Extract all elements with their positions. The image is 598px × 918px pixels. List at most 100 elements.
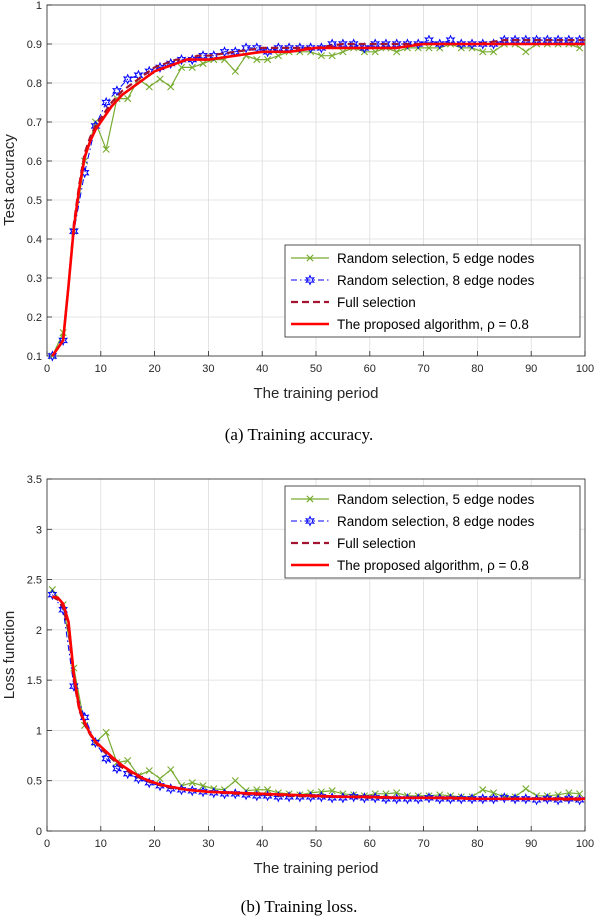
accuracy-data-point: [576, 44, 584, 52]
loss-data-point: [510, 793, 520, 805]
loss-data-point: [69, 680, 79, 692]
accuracy-x-tick-label: 100: [576, 363, 594, 375]
loss-data-point: [263, 786, 272, 794]
accuracy-y-tick-label: 1: [36, 0, 42, 12]
loss-data-point: [467, 793, 477, 805]
loss-data-point: [156, 775, 164, 783]
loss-data-point: [348, 791, 359, 803]
loss-x-tick-label: 30: [202, 838, 214, 850]
loss-data-point: [393, 789, 401, 797]
accuracy-x-tick-label: 40: [256, 363, 268, 375]
accuracy-legend-label: Random selection, 8 edge nodes: [337, 273, 535, 288]
loss-data-point: [58, 604, 69, 616]
accuracy-caption: (a) Training accuracy.: [225, 425, 374, 444]
loss-x-tick-label: 40: [256, 838, 268, 850]
loss-data-point: [542, 793, 553, 805]
loss-series: [47, 586, 585, 806]
loss-caption: (b) Training loss.: [241, 897, 358, 916]
loss-x-axis-label: The training period: [253, 860, 378, 877]
accuracy-data-point: [413, 38, 424, 50]
loss-series-line: [51, 595, 585, 801]
accuracy-y-tick-label: 0.3: [27, 273, 42, 285]
accuracy-series-3: [51, 42, 585, 357]
loss-data-point: [489, 789, 498, 797]
accuracy-data-point: [122, 73, 133, 85]
accuracy-data-point: [434, 38, 445, 50]
accuracy-data-point: [199, 59, 207, 68]
accuracy-data-point: [177, 63, 186, 71]
accuracy-x-tick-label: 50: [310, 363, 322, 375]
accuracy-data-point: [241, 42, 251, 54]
accuracy-data-point: [479, 48, 487, 56]
loss-data-point: [253, 786, 261, 794]
accuracy-y-axis-label: Test accuracy: [1, 134, 18, 226]
loss-data-point: [231, 777, 239, 785]
accuracy-data-point: [47, 350, 58, 362]
loss-data-point: [90, 736, 101, 749]
loss-y-tick-label: 1: [36, 725, 42, 737]
accuracy-y-tick-label: 0.8: [27, 78, 42, 90]
accuracy-data-point: [102, 145, 110, 153]
loss-legend-label: Random selection, 5 edge nodes: [337, 492, 535, 507]
loss-data-point: [479, 786, 487, 794]
loss-data-point: [424, 792, 434, 804]
loss-data-point: [187, 785, 198, 797]
loss-legend-marker: [306, 495, 314, 503]
accuracy-data-point: [262, 46, 273, 58]
loss-legend-marker: [305, 515, 315, 527]
accuracy-data-point: [294, 42, 305, 54]
loss-data-point: [124, 757, 132, 765]
loss-y-tick-label: 2.5: [27, 575, 42, 587]
loss-data-point: [576, 790, 584, 798]
loss-data-point: [188, 779, 196, 787]
accuracy-data-point: [477, 38, 488, 50]
accuracy-data-point: [467, 38, 477, 50]
loss-data-point: [198, 786, 208, 798]
accuracy-data-point: [156, 75, 164, 83]
accuracy-data-point: [328, 52, 336, 60]
loss-data-point: [488, 793, 499, 805]
accuracy-y-tick-label: 0.9: [27, 39, 42, 51]
accuracy-x-tick-label: 70: [417, 363, 429, 375]
loss-y-tick-label: 3: [36, 524, 42, 536]
loss-x-tick-label: 80: [471, 838, 483, 850]
accuracy-data-point: [425, 44, 433, 52]
loss-data-point: [199, 782, 207, 790]
loss-data-point: [328, 787, 336, 795]
loss-data-point: [456, 793, 467, 805]
accuracy-data-point: [456, 38, 467, 50]
loss-x-tick-label: 10: [95, 838, 107, 850]
loss-data-point: [477, 793, 488, 805]
loss-series-3: [52, 595, 585, 801]
loss-x-tick-label: 90: [525, 838, 537, 850]
loss-y-tick-label: 1.5: [27, 675, 42, 687]
accuracy-x-tick-label: 10: [95, 363, 107, 375]
loss-data-point: [520, 793, 531, 805]
accuracy-x-tick-label: 90: [525, 363, 537, 375]
loss-x-tick-label: 20: [148, 838, 160, 850]
accuracy-data-point: [101, 96, 112, 109]
loss-data-point: [167, 766, 175, 774]
loss-x-tick-label: 50: [310, 838, 322, 850]
loss-data-point: [102, 728, 110, 737]
loss-legend-box: [284, 485, 581, 579]
loss-legend-label: Full selection: [337, 536, 416, 551]
accuracy-y-ticks: 0.1 0.2 0.3 0.4 0.5 0.6 0.7 0.8 0.9 1: [27, 0, 52, 363]
accuracy-data-point: [522, 48, 530, 56]
accuracy-data-point: [253, 56, 261, 64]
accuracy-y-tick-label: 0.6: [27, 156, 42, 168]
accuracy-data-point: [393, 48, 401, 56]
loss-x-tick-label: 60: [364, 838, 376, 850]
loss-y-axis-label: Loss function: [1, 611, 18, 699]
loss-chart: 0 10 20 30 40 50 60 70 80 90 100 00.511.522.533.5 …: [1, 474, 594, 916]
accuracy-x-tick-label: 60: [364, 363, 376, 375]
accuracy-data-point: [231, 67, 239, 75]
accuracy-series-line: [51, 42, 585, 357]
accuracy-data-point: [317, 52, 325, 60]
accuracy-legend-marker: [306, 254, 314, 262]
accuracy-data-point: [145, 83, 153, 91]
accuracy-legend-label: Full selection: [337, 295, 416, 310]
accuracy-data-point: [489, 48, 498, 56]
accuracy-data-point: [263, 56, 272, 64]
accuracy-data-point: [188, 63, 196, 71]
